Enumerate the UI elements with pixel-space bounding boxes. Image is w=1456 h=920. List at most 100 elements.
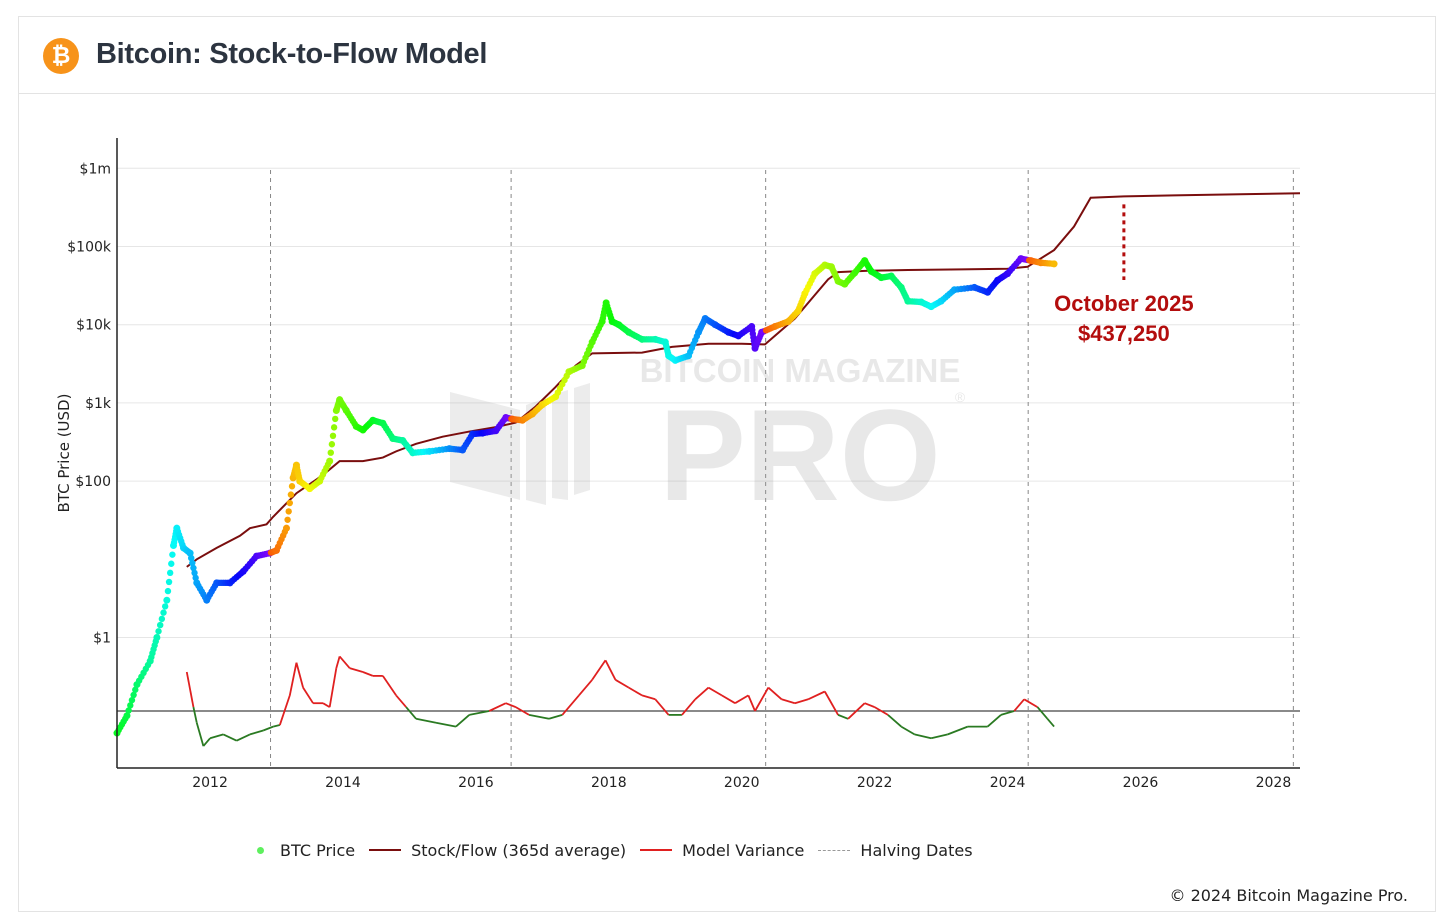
model-variance-segment <box>415 717 437 724</box>
legend-label: Stock/Flow (365d average) <box>411 840 627 860</box>
x-tick-label: 2022 <box>857 775 893 791</box>
btc-price-point <box>286 499 293 507</box>
model-variance-segment <box>754 687 770 712</box>
model-variance-segment <box>930 733 948 740</box>
model-variance-segment <box>405 706 417 720</box>
model-variance-swatch <box>640 849 673 851</box>
model-variance-segment <box>202 737 211 747</box>
x-tick-labels: 2012 2014 2016 2018 2020 2022 2024 2026 2028 <box>192 775 1291 791</box>
legend-label: BTC Price <box>280 840 356 860</box>
btc-price-point <box>284 516 291 523</box>
projection-annotation: October 2025 $437,250 <box>1054 204 1194 346</box>
btc-price-point <box>169 551 176 558</box>
btc-price-point <box>328 441 336 448</box>
model-variance-segment <box>947 725 969 736</box>
legend-item-btc-price[interactable]: BTC Price <box>255 841 355 860</box>
btc-price-point <box>165 578 173 586</box>
y-tick-label: $10k <box>76 318 112 334</box>
model-variance-segment <box>614 679 630 689</box>
model-variance-segment <box>395 694 407 708</box>
axes <box>116 138 1300 769</box>
legend-item-model-variance[interactable]: Model Variance <box>640 841 804 860</box>
y-tick-label: $100k <box>67 240 112 256</box>
btc-price-point <box>287 491 295 498</box>
model-variance-segment <box>781 698 796 705</box>
y-tick-label: $1m <box>80 161 111 177</box>
x-tick-label: 2020 <box>724 775 760 791</box>
model-variance-segment <box>864 702 875 708</box>
btc-price-point <box>329 432 337 440</box>
btc-price-point <box>186 549 194 557</box>
btc-price-point <box>190 564 197 572</box>
model-variance-segment <box>335 656 341 669</box>
x-tick-label: 2016 <box>458 775 494 791</box>
y-tick-labels: $1 $100 $1k $10k $100k $1m <box>67 161 112 646</box>
model-variance-segment <box>824 691 839 716</box>
x-tick-label: 2024 <box>990 775 1026 791</box>
btc-price-point <box>330 424 338 431</box>
btc-price-point <box>153 634 161 641</box>
model-variance-segment <box>794 698 809 705</box>
btc-price-point <box>326 457 334 465</box>
model-variance-segment <box>1013 698 1025 712</box>
model-variance-segment <box>262 725 274 732</box>
model-variance-segment <box>734 694 749 704</box>
model-variance-segment <box>548 714 563 720</box>
model-variance-series <box>185 655 1055 747</box>
chart-legend: BTC Price Stock/Flow (365d average) Mode… <box>255 838 987 862</box>
page-title: Bitcoin: Stock-to-Flow Model <box>96 38 488 70</box>
btc-price-point <box>327 449 334 456</box>
model-variance-segment <box>455 714 470 728</box>
x-tick-label: 2026 <box>1123 775 1159 791</box>
model-variance-segment <box>338 655 351 669</box>
watermark-line1: BITCOIN MAGAZINE <box>640 352 961 389</box>
model-variance-segment <box>278 695 291 726</box>
model-variance-segment <box>767 686 783 700</box>
watermark-registered-mark: ® <box>955 389 966 405</box>
model-variance-segment <box>874 706 889 716</box>
stock-flow-series <box>186 192 1301 568</box>
btc-price-point <box>164 587 172 595</box>
model-variance-segment <box>328 667 338 708</box>
model-variance-segment <box>747 695 756 712</box>
model-variance-segment <box>578 679 593 696</box>
model-variance-segment <box>721 694 736 704</box>
bitcoin-logo-icon: ₿ <box>43 38 79 74</box>
btc-price-point <box>161 603 169 610</box>
btc-price-point <box>127 702 134 709</box>
model-variance-segment <box>604 659 617 681</box>
model-variance-segment <box>349 667 364 673</box>
chart-header: ₿ Bitcoin: Stock-to-Flow Model <box>18 16 1436 94</box>
btc-price-point <box>130 691 137 699</box>
model-variance-segment <box>914 733 932 740</box>
halving-lines <box>270 170 1294 768</box>
watermark: BITCOIN MAGAZINE PRO ® <box>450 352 966 528</box>
model-variance-segment <box>469 710 490 716</box>
model-variance-segment <box>488 702 507 712</box>
model-variance-segment <box>1036 706 1049 720</box>
btc-price-point <box>160 609 167 616</box>
model-variance-segment <box>185 671 195 708</box>
btc-price-point <box>191 569 198 577</box>
model-variance-segment <box>628 686 643 697</box>
btc-price-point <box>166 569 174 577</box>
y-axis-label: BTC Price (USD) <box>55 394 73 513</box>
y-tick-label: $100 <box>75 474 111 490</box>
model-variance-segment <box>322 702 331 708</box>
btc-price-point <box>168 560 175 567</box>
btc-price-point <box>188 554 195 562</box>
btc-price-point <box>288 483 296 490</box>
btc-price-point <box>132 686 139 693</box>
stock-flow-swatch <box>369 849 402 851</box>
halving-dates-swatch <box>818 849 851 851</box>
model-variance-segment <box>236 733 251 742</box>
legend-item-halving-dates[interactable]: Halving Dates <box>818 841 973 860</box>
model-variance-segment <box>681 698 696 716</box>
model-variance-segment <box>694 686 710 700</box>
model-variance-segment <box>362 671 374 677</box>
model-variance-segment <box>807 690 826 701</box>
btc-price-swatch <box>257 846 264 854</box>
legend-item-stock-flow[interactable]: Stock/Flow (365d average) <box>369 841 626 860</box>
model-variance-segment <box>382 675 397 696</box>
